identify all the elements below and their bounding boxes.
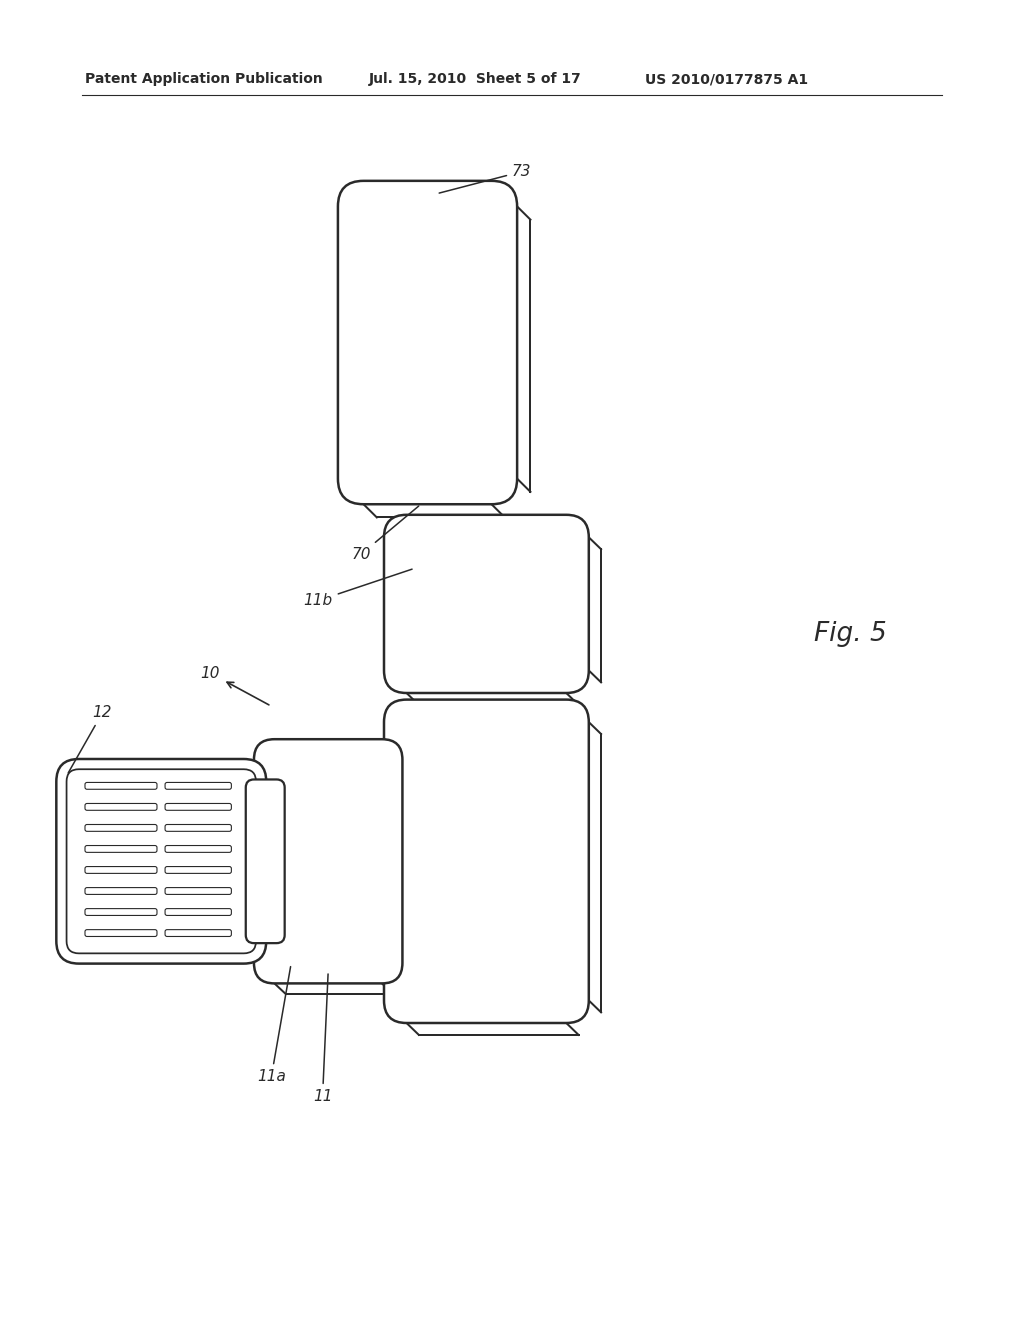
FancyBboxPatch shape <box>85 825 157 832</box>
FancyBboxPatch shape <box>85 804 157 810</box>
Text: 12: 12 <box>69 705 113 774</box>
FancyBboxPatch shape <box>165 846 231 853</box>
FancyBboxPatch shape <box>67 770 256 953</box>
FancyBboxPatch shape <box>254 739 402 983</box>
FancyBboxPatch shape <box>165 825 231 832</box>
FancyBboxPatch shape <box>384 700 589 1023</box>
FancyBboxPatch shape <box>165 866 231 874</box>
FancyBboxPatch shape <box>56 759 266 964</box>
Text: Fig. 5: Fig. 5 <box>813 620 887 647</box>
Text: 11: 11 <box>312 974 333 1104</box>
FancyBboxPatch shape <box>85 887 157 895</box>
FancyBboxPatch shape <box>165 887 231 895</box>
Text: Patent Application Publication: Patent Application Publication <box>85 73 323 86</box>
FancyBboxPatch shape <box>85 783 157 789</box>
Text: US 2010/0177875 A1: US 2010/0177875 A1 <box>645 73 808 86</box>
Text: Jul. 15, 2010  Sheet 5 of 17: Jul. 15, 2010 Sheet 5 of 17 <box>369 73 582 86</box>
FancyBboxPatch shape <box>165 783 231 789</box>
FancyBboxPatch shape <box>85 929 157 936</box>
FancyBboxPatch shape <box>85 846 157 853</box>
FancyBboxPatch shape <box>246 779 285 942</box>
FancyBboxPatch shape <box>165 929 231 936</box>
Text: 73: 73 <box>439 164 531 193</box>
FancyBboxPatch shape <box>85 866 157 874</box>
Text: 10: 10 <box>201 665 269 705</box>
FancyBboxPatch shape <box>165 908 231 916</box>
FancyBboxPatch shape <box>85 908 157 916</box>
Text: 70: 70 <box>351 506 419 562</box>
FancyBboxPatch shape <box>384 515 589 693</box>
Text: 11a: 11a <box>257 966 291 1084</box>
FancyBboxPatch shape <box>165 804 231 810</box>
FancyBboxPatch shape <box>338 181 517 504</box>
Text: 11b: 11b <box>304 569 412 609</box>
